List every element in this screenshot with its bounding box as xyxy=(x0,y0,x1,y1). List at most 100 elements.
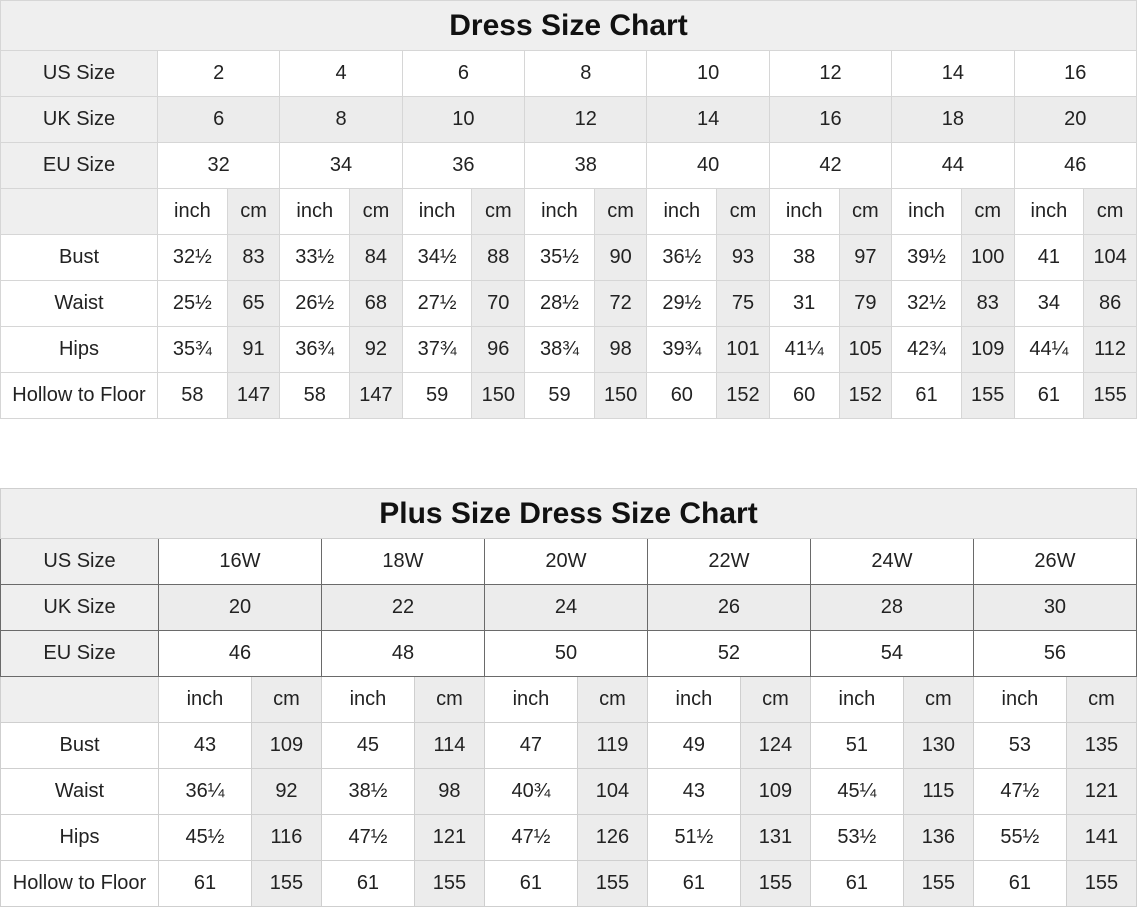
inch-value: 35¾ xyxy=(157,326,228,373)
inch-value: 61 xyxy=(891,372,962,419)
size-value: 6 xyxy=(156,96,281,143)
unit-inch: inch xyxy=(279,188,351,235)
cm-value: 131 xyxy=(739,814,811,861)
row-label: UK Size xyxy=(0,96,158,143)
size-value: 24 xyxy=(483,584,648,631)
inch-value: 33½ xyxy=(279,234,351,281)
size-value: 16W xyxy=(158,538,322,585)
size-value: 46 xyxy=(158,630,322,677)
unit-cm: cm xyxy=(716,188,770,235)
cm-value: 130 xyxy=(902,722,974,769)
size-value: 20 xyxy=(158,584,322,631)
inch-value: 28½ xyxy=(524,280,595,327)
size-value: 14 xyxy=(646,96,770,143)
size-value: 42 xyxy=(768,142,893,189)
row-label: EU Size xyxy=(0,630,159,677)
cm-value: 101 xyxy=(716,326,770,373)
inch-value: 45½ xyxy=(158,814,252,861)
cm-value: 155 xyxy=(960,372,1015,419)
inch-value: 25½ xyxy=(157,280,228,327)
cm-value: 126 xyxy=(576,814,648,861)
inch-value: 38 xyxy=(768,234,840,281)
measurement-row: Hips 45½ 116 47½ 121 47½ 126 51½ 131 53½ 136 55½ 141 xyxy=(0,814,1137,861)
inch-value: 58 xyxy=(157,372,228,419)
inch-value: 39¾ xyxy=(646,326,718,373)
cm-value: 65 xyxy=(226,280,281,327)
inch-value: 45¼ xyxy=(809,768,904,815)
unit-inch: inch xyxy=(524,188,595,235)
inch-value: 47½ xyxy=(483,814,578,861)
inch-value: 32½ xyxy=(157,234,228,281)
inch-value: 61 xyxy=(1013,372,1085,419)
inch-value: 31 xyxy=(768,280,840,327)
size-value: 18 xyxy=(891,96,1015,143)
unit-cm: cm xyxy=(226,188,281,235)
inch-value: 37¾ xyxy=(401,326,473,373)
unit-inch: inch xyxy=(1013,188,1085,235)
cm-value: 135 xyxy=(1065,722,1137,769)
cm-value: 147 xyxy=(226,372,281,419)
size-value: 18W xyxy=(320,538,485,585)
inch-value: 43 xyxy=(158,722,252,769)
cm-value: 84 xyxy=(349,234,403,281)
cm-value: 119 xyxy=(576,722,648,769)
unit-inch: inch xyxy=(483,676,578,723)
inch-value: 47 xyxy=(483,722,578,769)
unit-inch: inch xyxy=(320,676,415,723)
size-value: 26 xyxy=(646,584,811,631)
size-value: 36 xyxy=(401,142,526,189)
unit-cm: cm xyxy=(413,676,485,723)
unit-cm: cm xyxy=(739,676,811,723)
chart-title: Dress Size Chart xyxy=(0,0,1137,51)
inch-value: 49 xyxy=(646,722,741,769)
unit-inch: inch xyxy=(646,188,718,235)
inch-value: 29½ xyxy=(646,280,718,327)
inch-value: 47½ xyxy=(320,814,415,861)
cm-value: 72 xyxy=(593,280,648,327)
unit-inch: inch xyxy=(768,188,840,235)
chart-title: Plus Size Dress Size Chart xyxy=(0,488,1137,539)
cm-value: 155 xyxy=(576,860,648,907)
cm-value: 98 xyxy=(413,768,485,815)
inch-value: 34 xyxy=(1013,280,1085,327)
size-value: 52 xyxy=(646,630,811,677)
inch-value: 60 xyxy=(646,372,718,419)
size-value: 34 xyxy=(279,142,403,189)
title-row: Plus Size Dress Size Chart xyxy=(0,488,1137,539)
cm-value: 150 xyxy=(471,372,526,419)
unit-cm: cm xyxy=(960,188,1015,235)
row-label: US Size xyxy=(0,538,159,585)
measurement-row: Bust 43 109 45 114 47 119 49 124 51 130 53 135 xyxy=(0,722,1137,769)
size-value: 6 xyxy=(401,50,526,97)
inch-value: 27½ xyxy=(401,280,473,327)
size-value: 50 xyxy=(483,630,648,677)
size-value: 28 xyxy=(809,584,974,631)
inch-value: 51 xyxy=(809,722,904,769)
size-value: 12 xyxy=(768,50,893,97)
size-row: EU Size 46 48 50 52 54 56 xyxy=(0,630,1137,677)
inch-value: 61 xyxy=(646,860,741,907)
size-value: 16 xyxy=(768,96,893,143)
row-label: Bust xyxy=(0,722,159,769)
cm-value: 124 xyxy=(739,722,811,769)
size-value: 10 xyxy=(401,96,526,143)
row-label: Waist xyxy=(0,280,158,327)
cm-value: 83 xyxy=(226,234,281,281)
cm-value: 155 xyxy=(1083,372,1137,419)
unit-inch: inch xyxy=(972,676,1067,723)
cm-value: 155 xyxy=(250,860,322,907)
size-value: 46 xyxy=(1013,142,1137,189)
cm-value: 147 xyxy=(349,372,403,419)
cm-value: 109 xyxy=(960,326,1015,373)
cm-value: 92 xyxy=(349,326,403,373)
unit-inch: inch xyxy=(158,676,252,723)
size-row: US Size 2 4 6 8 10 12 14 16 xyxy=(0,50,1137,97)
inch-value: 42¾ xyxy=(891,326,962,373)
cm-value: 150 xyxy=(593,372,648,419)
inch-value: 41¼ xyxy=(768,326,840,373)
inch-value: 26½ xyxy=(279,280,351,327)
dress-size-chart-table: Dress Size Chart US Size 2 4 6 8 10 12 14 16 UK Si… xyxy=(0,0,1137,419)
unit-row: inch cm inch cm inch cm inch cm inch cm inch cm inch… xyxy=(0,188,1137,235)
cm-value: 104 xyxy=(576,768,648,815)
inch-value: 60 xyxy=(768,372,840,419)
